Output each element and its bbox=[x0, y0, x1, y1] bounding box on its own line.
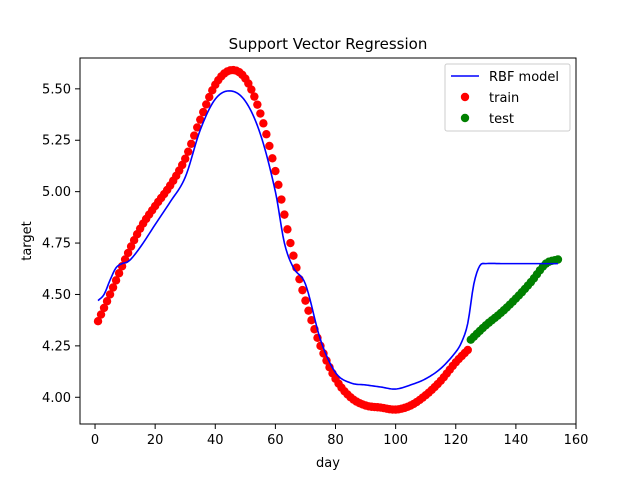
train-point bbox=[99, 303, 109, 313]
axes-frame bbox=[79, 57, 577, 425]
legend-box bbox=[444, 63, 571, 132]
test-point bbox=[553, 255, 563, 264]
train-point bbox=[184, 147, 193, 156]
train-point bbox=[277, 195, 286, 204]
train-point bbox=[111, 276, 121, 285]
train-point bbox=[253, 100, 262, 109]
train-point bbox=[114, 269, 124, 278]
train-point bbox=[196, 115, 205, 124]
train-point bbox=[247, 85, 256, 94]
train-point bbox=[304, 306, 313, 315]
legend-test-label: test bbox=[489, 112, 514, 127]
train-point bbox=[307, 316, 316, 325]
train-point bbox=[181, 154, 190, 163]
legend-train-label: train bbox=[489, 91, 519, 106]
y-tick-label: 5.50 bbox=[42, 82, 71, 97]
x-axis-label: day bbox=[316, 456, 340, 471]
rbf-model-line bbox=[97, 90, 558, 390]
train-point bbox=[193, 123, 202, 132]
legend-rbf-label: RBF model bbox=[489, 70, 559, 85]
chart-title: Support Vector Regression bbox=[229, 35, 428, 53]
train-point bbox=[286, 238, 295, 248]
x-tick-label: 80 bbox=[327, 433, 344, 448]
x-tick-label: 60 bbox=[267, 433, 284, 448]
train-point bbox=[202, 100, 211, 109]
train-point bbox=[199, 107, 208, 117]
y-tick-label: 5.25 bbox=[42, 134, 71, 149]
legend-train-swatch bbox=[460, 92, 470, 102]
train-point bbox=[190, 131, 199, 140]
x-tick-label: 0 bbox=[91, 433, 99, 448]
train-point bbox=[256, 109, 265, 118]
legend: RBF model train test bbox=[444, 63, 571, 132]
y-axis-label: target bbox=[20, 221, 35, 261]
y-tick-label: 5.00 bbox=[42, 185, 71, 200]
train-point bbox=[298, 285, 307, 295]
plot-area: 0 20 40 60 80 100 120 140 160 4.00 4.25 4.50 4.75 5.0… bbox=[42, 57, 589, 448]
train-point bbox=[271, 166, 280, 176]
y-tick-label: 4.00 bbox=[42, 391, 71, 406]
train-point bbox=[289, 251, 298, 260]
train-point bbox=[105, 290, 115, 299]
train-point bbox=[102, 297, 112, 306]
y-tick-label: 4.25 bbox=[42, 339, 71, 354]
train-point bbox=[301, 296, 310, 305]
train-point bbox=[265, 141, 274, 151]
train-point bbox=[262, 130, 271, 139]
train-point bbox=[126, 242, 136, 251]
train-point bbox=[283, 225, 292, 234]
legend-test-swatch bbox=[460, 113, 470, 123]
train-point bbox=[93, 316, 103, 326]
train-point bbox=[268, 154, 277, 163]
y-tick-label: 4.50 bbox=[42, 288, 71, 303]
y-tick-label: 4.75 bbox=[42, 237, 71, 252]
x-tick-label: 40 bbox=[207, 433, 224, 448]
train-point bbox=[259, 119, 268, 128]
train-point bbox=[463, 345, 472, 355]
train-point bbox=[96, 310, 106, 319]
train-point bbox=[108, 283, 118, 292]
x-tick-label: 120 bbox=[443, 433, 468, 448]
train-point bbox=[274, 180, 283, 189]
train-point bbox=[205, 92, 214, 102]
train-point bbox=[123, 248, 133, 258]
x-tick-label: 20 bbox=[147, 433, 164, 448]
train-point bbox=[250, 92, 259, 101]
x-tick-label: 140 bbox=[503, 433, 528, 448]
train-point bbox=[187, 139, 196, 149]
train-point bbox=[178, 160, 187, 170]
x-tick-label: 160 bbox=[564, 433, 589, 448]
train-point bbox=[280, 210, 289, 219]
x-tick-label: 100 bbox=[383, 433, 408, 448]
